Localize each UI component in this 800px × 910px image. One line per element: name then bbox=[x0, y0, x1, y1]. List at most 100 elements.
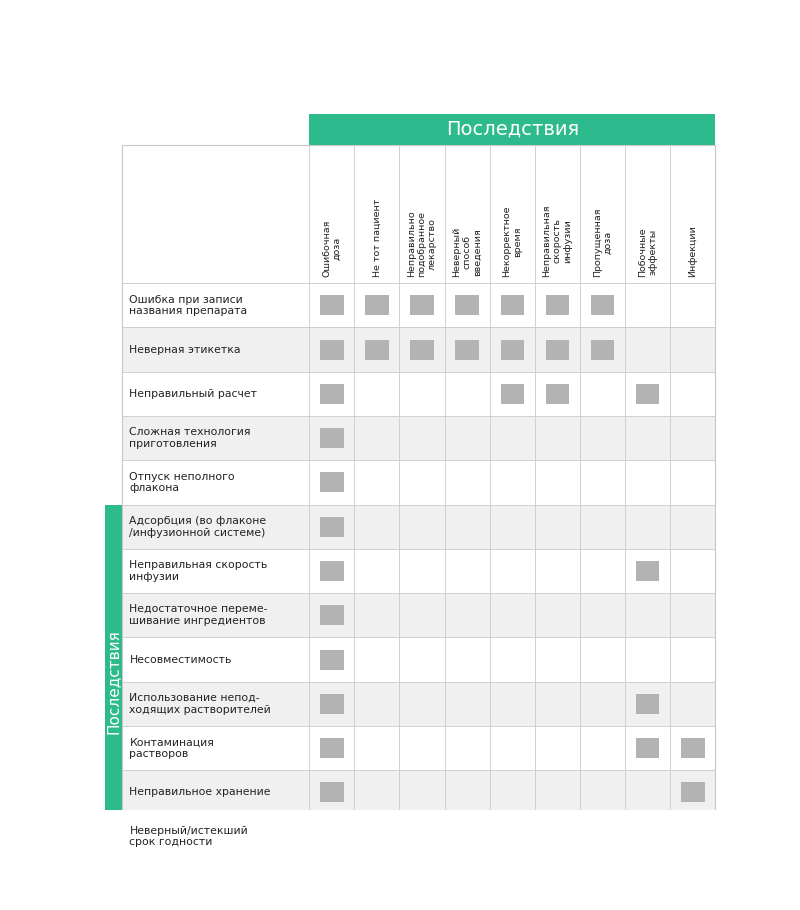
FancyBboxPatch shape bbox=[445, 637, 490, 682]
FancyBboxPatch shape bbox=[625, 593, 670, 637]
FancyBboxPatch shape bbox=[625, 682, 670, 726]
Text: Отпуск неполного
флакона: Отпуск неполного флакона bbox=[130, 471, 235, 493]
Text: Не тот пациент: Не тот пациент bbox=[373, 198, 382, 277]
FancyBboxPatch shape bbox=[535, 505, 580, 549]
FancyBboxPatch shape bbox=[122, 726, 310, 770]
Text: Неверная этикетка: Неверная этикетка bbox=[130, 345, 241, 355]
FancyBboxPatch shape bbox=[399, 726, 445, 770]
FancyBboxPatch shape bbox=[681, 783, 705, 803]
FancyBboxPatch shape bbox=[490, 416, 535, 460]
FancyBboxPatch shape bbox=[399, 416, 445, 460]
FancyBboxPatch shape bbox=[320, 650, 343, 670]
FancyBboxPatch shape bbox=[535, 814, 580, 859]
FancyBboxPatch shape bbox=[354, 770, 399, 814]
Text: Сложная технология
приготовления: Сложная технология приготовления bbox=[130, 428, 251, 449]
FancyBboxPatch shape bbox=[445, 726, 490, 770]
FancyBboxPatch shape bbox=[445, 283, 490, 328]
FancyBboxPatch shape bbox=[625, 814, 670, 859]
FancyBboxPatch shape bbox=[310, 770, 354, 814]
FancyBboxPatch shape bbox=[490, 726, 535, 770]
FancyBboxPatch shape bbox=[122, 637, 310, 682]
FancyBboxPatch shape bbox=[670, 283, 715, 328]
FancyBboxPatch shape bbox=[354, 460, 399, 505]
FancyBboxPatch shape bbox=[636, 738, 659, 758]
FancyBboxPatch shape bbox=[535, 416, 580, 460]
FancyBboxPatch shape bbox=[320, 783, 343, 803]
FancyBboxPatch shape bbox=[122, 283, 310, 328]
Text: Последствия: Последствия bbox=[446, 120, 579, 138]
FancyBboxPatch shape bbox=[670, 682, 715, 726]
FancyBboxPatch shape bbox=[366, 339, 389, 359]
FancyBboxPatch shape bbox=[625, 505, 670, 549]
FancyBboxPatch shape bbox=[310, 114, 715, 145]
FancyBboxPatch shape bbox=[546, 384, 569, 404]
FancyBboxPatch shape bbox=[535, 328, 580, 372]
FancyBboxPatch shape bbox=[535, 682, 580, 726]
FancyBboxPatch shape bbox=[501, 384, 524, 404]
FancyBboxPatch shape bbox=[490, 372, 535, 416]
FancyBboxPatch shape bbox=[490, 505, 535, 549]
FancyBboxPatch shape bbox=[580, 593, 625, 637]
FancyBboxPatch shape bbox=[310, 328, 354, 372]
FancyBboxPatch shape bbox=[625, 637, 670, 682]
FancyBboxPatch shape bbox=[320, 296, 343, 316]
FancyBboxPatch shape bbox=[399, 145, 445, 283]
FancyBboxPatch shape bbox=[625, 726, 670, 770]
FancyBboxPatch shape bbox=[580, 328, 625, 372]
Text: Неверный
способ
введения: Неверный способ введения bbox=[452, 227, 482, 277]
FancyBboxPatch shape bbox=[591, 339, 614, 359]
FancyBboxPatch shape bbox=[580, 770, 625, 814]
FancyBboxPatch shape bbox=[535, 145, 580, 283]
FancyBboxPatch shape bbox=[354, 283, 399, 328]
FancyBboxPatch shape bbox=[354, 549, 399, 593]
FancyBboxPatch shape bbox=[399, 770, 445, 814]
FancyBboxPatch shape bbox=[490, 593, 535, 637]
FancyBboxPatch shape bbox=[546, 339, 569, 359]
FancyBboxPatch shape bbox=[670, 726, 715, 770]
FancyBboxPatch shape bbox=[354, 682, 399, 726]
FancyBboxPatch shape bbox=[399, 593, 445, 637]
FancyBboxPatch shape bbox=[354, 637, 399, 682]
FancyBboxPatch shape bbox=[320, 738, 343, 758]
FancyBboxPatch shape bbox=[490, 549, 535, 593]
FancyBboxPatch shape bbox=[445, 593, 490, 637]
FancyBboxPatch shape bbox=[399, 549, 445, 593]
Text: Неверный/истекший
срок годности: Неверный/истекший срок годности bbox=[130, 826, 248, 847]
FancyBboxPatch shape bbox=[354, 726, 399, 770]
FancyBboxPatch shape bbox=[320, 693, 343, 713]
FancyBboxPatch shape bbox=[580, 416, 625, 460]
Text: Неправильная скорость
инфузии: Неправильная скорость инфузии bbox=[130, 561, 268, 581]
FancyBboxPatch shape bbox=[354, 372, 399, 416]
FancyBboxPatch shape bbox=[490, 283, 535, 328]
FancyBboxPatch shape bbox=[591, 296, 614, 316]
Text: Контаминация
растворов: Контаминация растворов bbox=[130, 737, 214, 759]
FancyBboxPatch shape bbox=[546, 296, 569, 316]
FancyBboxPatch shape bbox=[122, 593, 310, 637]
FancyBboxPatch shape bbox=[490, 328, 535, 372]
FancyBboxPatch shape bbox=[122, 372, 310, 416]
FancyBboxPatch shape bbox=[366, 296, 389, 316]
FancyBboxPatch shape bbox=[625, 460, 670, 505]
FancyBboxPatch shape bbox=[445, 505, 490, 549]
FancyBboxPatch shape bbox=[399, 283, 445, 328]
FancyBboxPatch shape bbox=[445, 814, 490, 859]
FancyBboxPatch shape bbox=[310, 372, 354, 416]
FancyBboxPatch shape bbox=[580, 814, 625, 859]
FancyBboxPatch shape bbox=[455, 296, 479, 316]
FancyBboxPatch shape bbox=[399, 505, 445, 549]
FancyBboxPatch shape bbox=[445, 328, 490, 372]
FancyBboxPatch shape bbox=[445, 682, 490, 726]
FancyBboxPatch shape bbox=[445, 770, 490, 814]
FancyBboxPatch shape bbox=[501, 296, 524, 316]
FancyBboxPatch shape bbox=[320, 339, 343, 359]
Text: Недостаточное переме-
шивание ингредиентов: Недостаточное переме- шивание ингредиент… bbox=[130, 604, 268, 626]
FancyBboxPatch shape bbox=[455, 339, 479, 359]
Text: Некорректное
время: Некорректное время bbox=[502, 206, 522, 277]
FancyBboxPatch shape bbox=[670, 328, 715, 372]
Text: Ошибочная
доза: Ошибочная доза bbox=[322, 219, 342, 277]
FancyBboxPatch shape bbox=[625, 770, 670, 814]
FancyBboxPatch shape bbox=[354, 328, 399, 372]
FancyBboxPatch shape bbox=[625, 549, 670, 593]
FancyBboxPatch shape bbox=[625, 416, 670, 460]
FancyBboxPatch shape bbox=[105, 505, 122, 859]
